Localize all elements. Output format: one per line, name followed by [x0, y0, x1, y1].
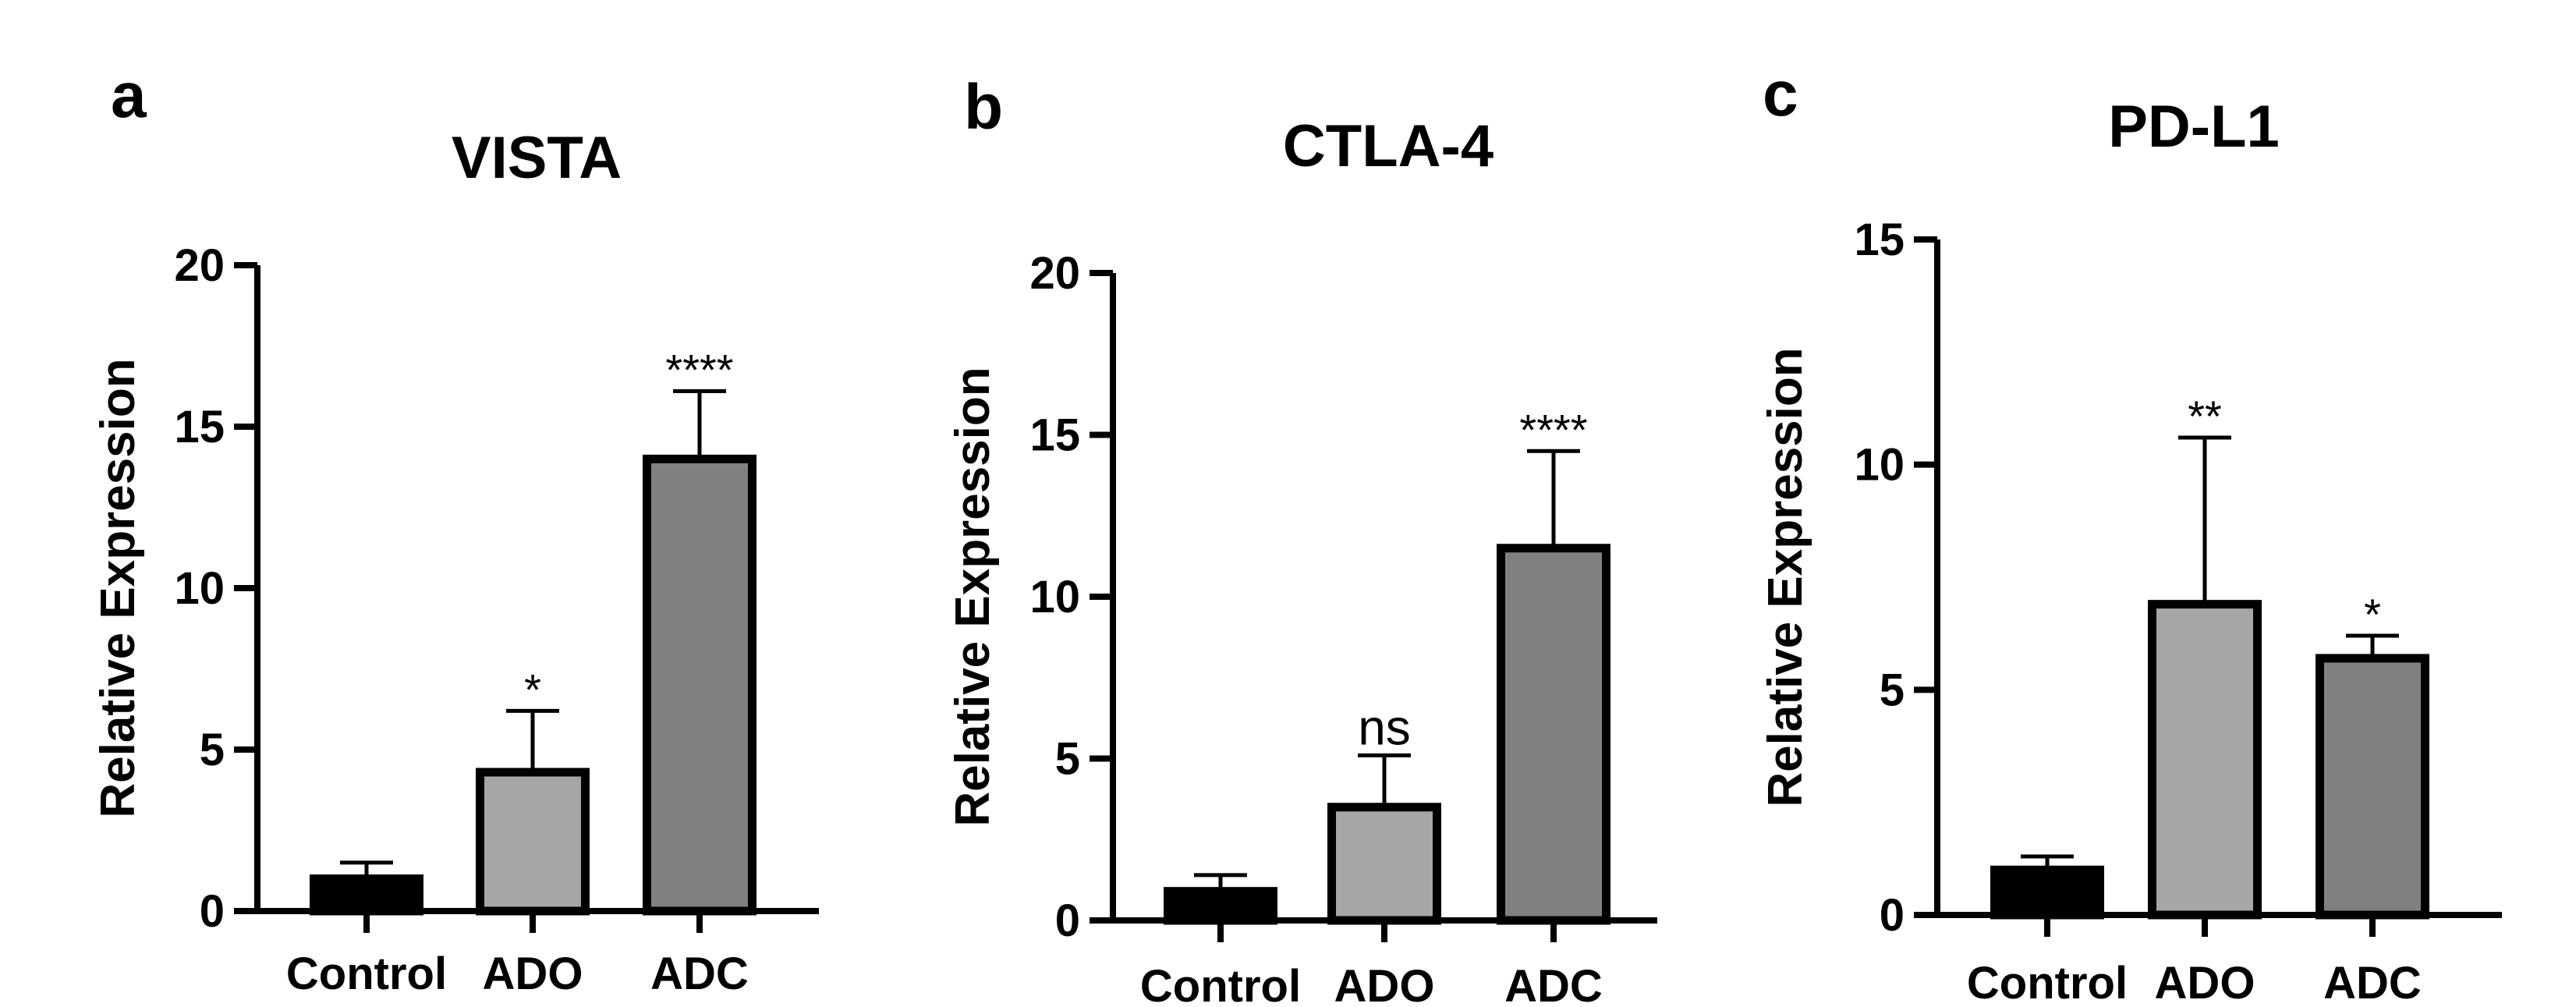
panel-b: b CTLA-4 Relative Expression 0 5 10 15 20 Contro…	[946, 72, 1657, 1007]
bar-ado	[1327, 803, 1441, 925]
y-tick-label: 15	[1029, 410, 1080, 461]
y-tick-label: 0	[200, 886, 225, 937]
x-tick-label: ADO	[483, 948, 583, 999]
x-tick-label: ADC	[650, 948, 749, 999]
y-axis-label: Relative Expression	[1759, 347, 1812, 807]
significance-label: *	[2364, 590, 2381, 639]
panel-a: a VISTA Relative Expression 0 5 10 15 20 Control…	[91, 60, 819, 999]
bar-adc	[643, 454, 757, 916]
bar-ado	[2148, 600, 2262, 920]
y-tick-label: 15	[174, 402, 225, 452]
significance-label: ns	[1358, 699, 1411, 755]
x-tick-label: ADC	[1504, 961, 1603, 1007]
y-axis-label: Relative Expression	[91, 358, 145, 817]
x-tick-label: Control	[286, 948, 447, 999]
bar-ado	[476, 768, 590, 916]
x-tick-label: Control	[1967, 958, 2128, 1007]
x-tick-label: ADO	[1334, 961, 1435, 1007]
panel-letter: a	[111, 60, 147, 131]
significance-label: ****	[1519, 405, 1587, 454]
y-tick-label: 0	[1880, 890, 1905, 941]
y-tick-label: 5	[1880, 665, 1905, 715]
y-tick-label: 10	[174, 563, 225, 614]
significance-label: *	[524, 665, 541, 714]
y-tick-label: 5	[1055, 734, 1080, 785]
y-tick-label: 20	[174, 240, 225, 291]
x-tick-label: Control	[1140, 961, 1301, 1007]
chart-title: CTLA-4	[1283, 113, 1494, 179]
bar-control	[1164, 887, 1277, 925]
bar-control	[1990, 865, 2104, 920]
y-axis-label: Relative Expression	[946, 367, 1000, 826]
bar-control	[310, 874, 423, 916]
chart-title: VISTA	[452, 125, 622, 191]
y-tick-label: 5	[200, 725, 225, 775]
x-tick-label: ADC	[2323, 958, 2422, 1007]
bar-adc	[2316, 654, 2429, 920]
y-tick-label: 10	[1854, 440, 1905, 491]
panel-letter: c	[1763, 59, 1798, 129]
panel-letter: b	[964, 72, 1003, 143]
significance-label: ****	[665, 345, 733, 394]
y-tick-label: 15	[1854, 215, 1905, 265]
bar-adc	[1497, 544, 1610, 925]
chart-title: PD-L1	[2108, 94, 2280, 160]
y-tick-label: 10	[1029, 572, 1080, 622]
y-tick-label: 0	[1055, 895, 1080, 946]
x-tick-label: ADO	[2155, 958, 2255, 1007]
significance-label: **	[2188, 392, 2222, 441]
y-tick-label: 20	[1029, 248, 1080, 299]
